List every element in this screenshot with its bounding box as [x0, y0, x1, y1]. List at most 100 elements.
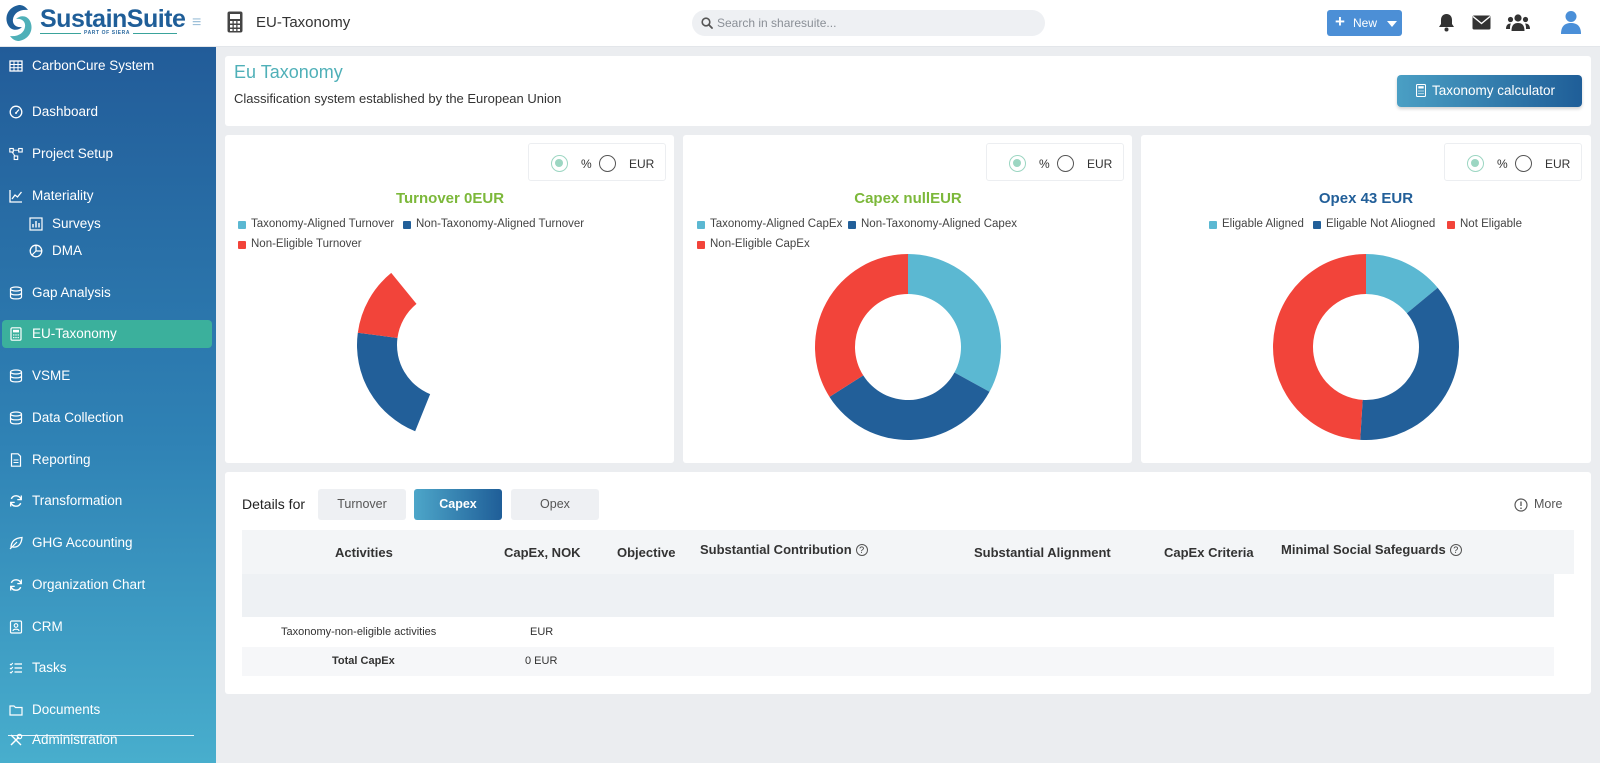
sidebar-item-data-collection[interactable]: Data Collection: [0, 404, 216, 432]
calculator-icon: [227, 11, 243, 33]
details-for-label: Details for: [242, 496, 306, 512]
taxonomy-calculator-button[interactable]: Taxonomy calculator: [1397, 75, 1582, 107]
sidebar-item-label: Tasks: [32, 660, 67, 675]
bar-chart-icon: [29, 217, 43, 231]
sidebar-item-vsme[interactable]: VSME: [0, 362, 216, 390]
legend-swatch: [403, 221, 411, 229]
donut-slice-eligable-not-aliongned[interactable]: [1360, 287, 1459, 440]
sidebar-item-documents[interactable]: Documents: [0, 696, 216, 724]
turnover-unit-toggle: % EUR: [528, 143, 666, 181]
sidebar-item-label: Gap Analysis: [32, 285, 111, 300]
user-profile-icon[interactable]: [1560, 10, 1582, 34]
help-icon[interactable]: ?: [855, 544, 868, 556]
percent-radio[interactable]: [1467, 155, 1484, 172]
sidebar-item-reporting[interactable]: Reporting: [0, 446, 216, 474]
legend-label: Non-Eligible CapEx: [710, 238, 810, 250]
sidebar-item-label: Organization Chart: [32, 577, 146, 592]
calculator-icon: [1416, 84, 1426, 97]
column-header-substantial-contribution: Substantial Contribution?: [700, 542, 868, 557]
sidebar-item-eu-taxonomy[interactable]: EU-Taxonomy: [2, 320, 212, 348]
search-input[interactable]: [717, 13, 1037, 33]
sidebar-item-label: Dashboard: [32, 104, 99, 119]
sidebar-item-tasks[interactable]: Tasks: [0, 654, 216, 682]
legend-label: Non-Taxonomy-Aligned Capex: [861, 218, 1017, 230]
percent-radio-label: %: [581, 157, 592, 171]
sidebar-item-label: Data Collection: [32, 410, 124, 425]
tab-capex[interactable]: Capex: [414, 489, 502, 520]
tab-opex[interactable]: Opex: [511, 489, 599, 520]
turnover-donut-chart: [355, 269, 445, 432]
gauge-icon: [9, 105, 23, 119]
sidebar-item-label: Documents: [32, 702, 101, 717]
page-heading: Eu Taxonomy: [234, 62, 343, 82]
mail-icon[interactable]: [1472, 15, 1491, 30]
sidebar-item-ghg-accounting[interactable]: GHG Accounting: [0, 529, 216, 557]
donut-slice-non-eligible-turnover[interactable]: [355, 269, 424, 349]
pie-chart-icon: [29, 244, 43, 258]
sidebar-item-label: Reporting: [32, 452, 91, 467]
header-card: [225, 56, 1591, 126]
grid-icon: [9, 60, 23, 72]
sidebar-item-surveys[interactable]: Surveys: [0, 210, 216, 238]
eur-radio[interactable]: [1515, 155, 1532, 172]
eur-radio-label: EUR: [629, 157, 655, 171]
brand[interactable]: SustainSuite PART OF SIERA: [0, 0, 186, 47]
sidebar-divider: [8, 735, 194, 736]
tab-turnover[interactable]: Turnover: [318, 489, 406, 520]
legend-swatch: [238, 221, 246, 229]
sidebar-item-transformation[interactable]: Transformation: [0, 487, 216, 515]
donut-slice-non-eligible-capex[interactable]: [815, 254, 908, 397]
details-table-header: [242, 530, 1574, 574]
sidebar-item-administration[interactable]: Administration: [0, 726, 216, 754]
sidebar-item-label: Transformation: [32, 493, 123, 508]
sidebar-item-materiality[interactable]: Materiality: [0, 182, 216, 210]
column-header-substantial-alignment: Substantial Alignment: [974, 545, 1111, 560]
file-icon: [10, 453, 22, 467]
capex-unit-toggle: % EUR: [986, 143, 1124, 181]
info-icon: [1514, 498, 1528, 512]
donut-slice-eligable-aligned[interactable]: [1366, 254, 1438, 314]
sidebar-item-organization-chart[interactable]: Organization Chart: [0, 571, 216, 599]
donut-slice-non-taxonomy-aligned-turnover[interactable]: [355, 323, 445, 432]
sidebar: CarbonCure System Dashboard Project Setu…: [0, 47, 216, 763]
tools-icon: [10, 733, 23, 746]
donut-slice-not-eligable[interactable]: [1273, 254, 1366, 440]
percent-radio-label: %: [1039, 157, 1050, 171]
legend-label: Non-Taxonomy-Aligned Turnover: [416, 218, 585, 230]
donut-slice-taxonomy-aligned-capex[interactable]: [908, 254, 1001, 392]
turnover-chart-title: Turnover 0EUR: [395, 190, 505, 207]
percent-radio[interactable]: [551, 155, 568, 172]
caret-down-icon: [1387, 21, 1397, 27]
column-header-activities: Activities: [335, 545, 393, 560]
legend-label: Non-Eligible Turnover: [251, 238, 362, 250]
opex-chart-title: Opex 43 EUR: [1318, 190, 1414, 207]
sidebar-item-gap-analysis[interactable]: Gap Analysis: [0, 279, 216, 307]
sidebar-item-carboncure-system[interactable]: CarbonCure System: [0, 52, 216, 80]
search-bar[interactable]: [692, 10, 1045, 36]
help-icon[interactable]: ?: [1449, 544, 1462, 556]
legend-label: Taxonomy-Aligned Turnover: [251, 218, 395, 230]
database-icon: [9, 369, 23, 383]
menu-toggle-icon[interactable]: ≡: [192, 14, 202, 31]
sidebar-item-crm[interactable]: CRM: [0, 613, 216, 641]
sidebar-item-project-setup[interactable]: Project Setup: [0, 140, 216, 168]
sidebar-item-dma[interactable]: DMA: [0, 237, 216, 265]
new-button[interactable]: + New: [1327, 10, 1402, 36]
sidebar-item-dashboard[interactable]: Dashboard: [0, 98, 216, 126]
legend-swatch: [697, 221, 705, 229]
users-icon[interactable]: [1506, 13, 1530, 32]
value-cell: 0 EUR: [525, 655, 558, 667]
sidebar-item-label: Project Setup: [32, 146, 114, 161]
eur-radio[interactable]: [599, 155, 616, 172]
percent-radio[interactable]: [1009, 155, 1026, 172]
table-row: Total CapEx 0 EUR: [242, 647, 1554, 676]
eur-radio[interactable]: [1057, 155, 1074, 172]
bell-icon[interactable]: [1438, 13, 1455, 32]
legend-label: Taxonomy-Aligned CapEx: [710, 218, 843, 230]
donut-slice-non-taxonomy-aligned-capex[interactable]: [829, 372, 990, 440]
legend-label: Eligable Aligned: [1222, 218, 1304, 230]
legend-swatch: [1209, 221, 1217, 229]
percent-radio-label: %: [1497, 157, 1508, 171]
capex-chart-title: Capex nullEUR: [854, 190, 962, 207]
legend-swatch: [848, 221, 856, 229]
